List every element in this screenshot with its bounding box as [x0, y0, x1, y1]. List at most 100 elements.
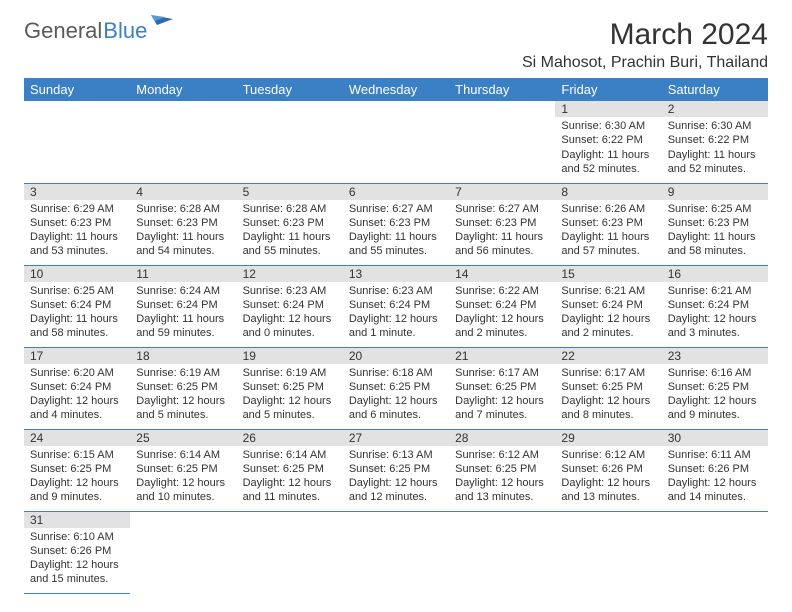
day-number: 4: [130, 184, 236, 200]
sunset-text: Sunset: 6:23 PM: [243, 216, 337, 230]
sunrise-text: Sunrise: 6:25 AM: [668, 202, 762, 216]
daylight-text: Daylight: 12 hours and 15 minutes.: [30, 558, 124, 587]
calendar-day-cell: 8Sunrise: 6:26 AMSunset: 6:23 PMDaylight…: [555, 183, 661, 265]
sunset-text: Sunset: 6:23 PM: [136, 216, 230, 230]
day-number: 5: [237, 184, 343, 200]
logo: GeneralBlue: [24, 18, 175, 44]
calendar-empty-cell: [130, 101, 236, 183]
daylight-text: Daylight: 11 hours and 55 minutes.: [243, 230, 337, 259]
daylight-text: Daylight: 11 hours and 53 minutes.: [30, 230, 124, 259]
day-details: Sunrise: 6:21 AMSunset: 6:24 PMDaylight:…: [555, 282, 661, 345]
calendar-day-cell: 19Sunrise: 6:19 AMSunset: 6:25 PMDayligh…: [237, 347, 343, 429]
calendar-day-cell: 5Sunrise: 6:28 AMSunset: 6:23 PMDaylight…: [237, 183, 343, 265]
calendar-empty-cell: [343, 511, 449, 593]
day-number: 19: [237, 348, 343, 364]
calendar-empty-cell: [237, 101, 343, 183]
calendar-table: Sunday Monday Tuesday Wednesday Thursday…: [24, 78, 768, 594]
calendar-day-cell: 20Sunrise: 6:18 AMSunset: 6:25 PMDayligh…: [343, 347, 449, 429]
day-number: 7: [449, 184, 555, 200]
day-details: Sunrise: 6:12 AMSunset: 6:25 PMDaylight:…: [449, 446, 555, 509]
sunrise-text: Sunrise: 6:16 AM: [668, 366, 762, 380]
calendar-day-cell: 22Sunrise: 6:17 AMSunset: 6:25 PMDayligh…: [555, 347, 661, 429]
calendar-day-cell: 13Sunrise: 6:23 AMSunset: 6:24 PMDayligh…: [343, 265, 449, 347]
day-number: 29: [555, 430, 661, 446]
calendar-day-cell: 6Sunrise: 6:27 AMSunset: 6:23 PMDaylight…: [343, 183, 449, 265]
calendar-empty-cell: [237, 511, 343, 593]
day-number: 13: [343, 266, 449, 282]
sunrise-text: Sunrise: 6:21 AM: [668, 284, 762, 298]
day-number: 12: [237, 266, 343, 282]
day-number: 16: [662, 266, 768, 282]
sunset-text: Sunset: 6:23 PM: [30, 216, 124, 230]
day-header: Sunday: [24, 78, 130, 101]
day-number: 22: [555, 348, 661, 364]
day-details: Sunrise: 6:20 AMSunset: 6:24 PMDaylight:…: [24, 364, 130, 427]
sunrise-text: Sunrise: 6:30 AM: [561, 119, 655, 133]
daylight-text: Daylight: 11 hours and 54 minutes.: [136, 230, 230, 259]
sunrise-text: Sunrise: 6:21 AM: [561, 284, 655, 298]
sunrise-text: Sunrise: 6:11 AM: [668, 448, 762, 462]
calendar-empty-cell: [662, 511, 768, 593]
sunrise-text: Sunrise: 6:18 AM: [349, 366, 443, 380]
sunrise-text: Sunrise: 6:14 AM: [243, 448, 337, 462]
sunset-text: Sunset: 6:26 PM: [30, 544, 124, 558]
calendar-day-cell: 3Sunrise: 6:29 AMSunset: 6:23 PMDaylight…: [24, 183, 130, 265]
sunrise-text: Sunrise: 6:29 AM: [30, 202, 124, 216]
calendar-day-cell: 9Sunrise: 6:25 AMSunset: 6:23 PMDaylight…: [662, 183, 768, 265]
sunrise-text: Sunrise: 6:13 AM: [349, 448, 443, 462]
sunset-text: Sunset: 6:25 PM: [455, 380, 549, 394]
day-number: 14: [449, 266, 555, 282]
day-details: Sunrise: 6:27 AMSunset: 6:23 PMDaylight:…: [343, 200, 449, 263]
calendar-empty-cell: [555, 511, 661, 593]
sunset-text: Sunset: 6:25 PM: [136, 380, 230, 394]
sunset-text: Sunset: 6:25 PM: [561, 380, 655, 394]
calendar-day-cell: 11Sunrise: 6:24 AMSunset: 6:24 PMDayligh…: [130, 265, 236, 347]
day-details: Sunrise: 6:11 AMSunset: 6:26 PMDaylight:…: [662, 446, 768, 509]
sunset-text: Sunset: 6:26 PM: [561, 462, 655, 476]
day-number: 21: [449, 348, 555, 364]
calendar-day-cell: 26Sunrise: 6:14 AMSunset: 6:25 PMDayligh…: [237, 429, 343, 511]
sunrise-text: Sunrise: 6:28 AM: [136, 202, 230, 216]
calendar-empty-cell: [24, 101, 130, 183]
calendar-empty-cell: [130, 511, 236, 593]
daylight-text: Daylight: 12 hours and 1 minute.: [349, 312, 443, 341]
sunrise-text: Sunrise: 6:17 AM: [455, 366, 549, 380]
sunset-text: Sunset: 6:23 PM: [561, 216, 655, 230]
daylight-text: Daylight: 11 hours and 52 minutes.: [668, 148, 762, 177]
calendar-day-cell: 24Sunrise: 6:15 AMSunset: 6:25 PMDayligh…: [24, 429, 130, 511]
day-details: Sunrise: 6:10 AMSunset: 6:26 PMDaylight:…: [24, 528, 130, 591]
sunset-text: Sunset: 6:25 PM: [30, 462, 124, 476]
title-block: March 2024 Si Mahosot, Prachin Buri, Tha…: [522, 18, 768, 72]
day-number: 9: [662, 184, 768, 200]
daylight-text: Daylight: 12 hours and 9 minutes.: [668, 394, 762, 423]
calendar-day-cell: 2Sunrise: 6:30 AMSunset: 6:22 PMDaylight…: [662, 101, 768, 183]
day-details: Sunrise: 6:28 AMSunset: 6:23 PMDaylight:…: [237, 200, 343, 263]
daylight-text: Daylight: 12 hours and 4 minutes.: [30, 394, 124, 423]
day-details: Sunrise: 6:23 AMSunset: 6:24 PMDaylight:…: [343, 282, 449, 345]
day-details: Sunrise: 6:14 AMSunset: 6:25 PMDaylight:…: [237, 446, 343, 509]
calendar-week-row: 10Sunrise: 6:25 AMSunset: 6:24 PMDayligh…: [24, 265, 768, 347]
calendar-week-row: 31Sunrise: 6:10 AMSunset: 6:26 PMDayligh…: [24, 511, 768, 593]
calendar-day-cell: 10Sunrise: 6:25 AMSunset: 6:24 PMDayligh…: [24, 265, 130, 347]
sunrise-text: Sunrise: 6:30 AM: [668, 119, 762, 133]
daylight-text: Daylight: 12 hours and 13 minutes.: [561, 476, 655, 505]
calendar-day-cell: 25Sunrise: 6:14 AMSunset: 6:25 PMDayligh…: [130, 429, 236, 511]
calendar-day-cell: 21Sunrise: 6:17 AMSunset: 6:25 PMDayligh…: [449, 347, 555, 429]
daylight-text: Daylight: 11 hours and 58 minutes.: [668, 230, 762, 259]
daylight-text: Daylight: 12 hours and 11 minutes.: [243, 476, 337, 505]
day-header: Monday: [130, 78, 236, 101]
daylight-text: Daylight: 12 hours and 10 minutes.: [136, 476, 230, 505]
day-number: 25: [130, 430, 236, 446]
daylight-text: Daylight: 12 hours and 12 minutes.: [349, 476, 443, 505]
day-number: 30: [662, 430, 768, 446]
day-details: Sunrise: 6:17 AMSunset: 6:25 PMDaylight:…: [555, 364, 661, 427]
sunrise-text: Sunrise: 6:17 AM: [561, 366, 655, 380]
calendar-day-cell: 4 Sunrise: 6:28 AMSunset: 6:23 PMDaylight…: [130, 183, 236, 265]
day-number: 24: [24, 430, 130, 446]
sunrise-text: Sunrise: 6:20 AM: [30, 366, 124, 380]
calendar-day-cell: 30Sunrise: 6:11 AMSunset: 6:26 PMDayligh…: [662, 429, 768, 511]
day-header: Friday: [555, 78, 661, 101]
sunset-text: Sunset: 6:24 PM: [30, 380, 124, 394]
daylight-text: Daylight: 12 hours and 5 minutes.: [243, 394, 337, 423]
daylight-text: Daylight: 11 hours and 52 minutes.: [561, 148, 655, 177]
